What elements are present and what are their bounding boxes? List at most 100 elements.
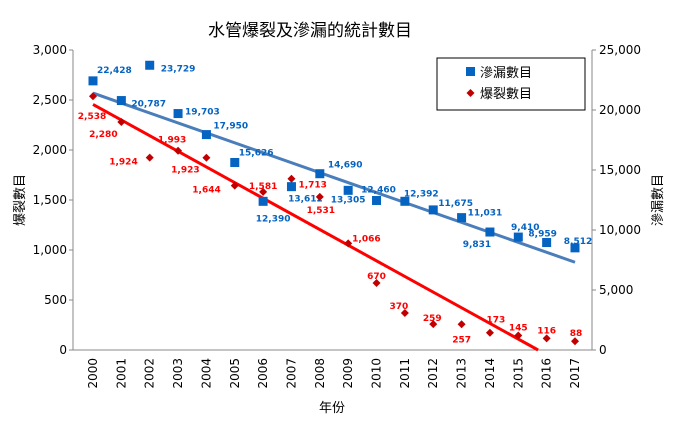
burst-point (372, 279, 381, 287)
leak-point (485, 227, 495, 237)
leak-data-label: 8,959 (528, 229, 556, 239)
y-right-tick-label: 20,000 (599, 103, 641, 117)
x-tick-label: 2007 (284, 358, 298, 389)
y-axis-right-label: 滲漏數目 (650, 174, 666, 226)
y-right-tick-label: 25,000 (599, 43, 641, 57)
leak-point (400, 196, 410, 206)
burst-data-label: 259 (423, 314, 442, 324)
leak-data-label: 11,675 (438, 199, 473, 209)
burst-data-label: 88 (570, 329, 583, 339)
burst-point (457, 320, 466, 329)
leak-data-label: 23,729 (161, 64, 196, 74)
burst-point (89, 92, 97, 101)
burst-data-label: 1,581 (249, 182, 277, 192)
leak-point (230, 157, 240, 167)
burst-point (174, 146, 183, 155)
x-tick-label: 2003 (171, 358, 185, 389)
x-tick-label: 2000 (86, 358, 100, 389)
leak-data-label: 19,703 (185, 108, 220, 118)
leak-point (343, 185, 353, 195)
leak-point (201, 130, 211, 140)
leak-data-label: 12,392 (404, 189, 439, 199)
burst-point (145, 153, 154, 162)
x-tick-label: 2008 (313, 358, 327, 389)
y-axis-left-label: 爆裂數目 (13, 174, 28, 226)
y-left-tick-label: 2,000 (33, 143, 67, 157)
y-left-tick-label: 1,000 (33, 243, 67, 257)
x-tick-label: 2013 (455, 358, 469, 389)
x-tick-label: 2005 (228, 358, 242, 389)
legend-label-burst: 爆裂數目 (480, 87, 532, 102)
burst-point (400, 309, 409, 317)
leak-point (513, 232, 523, 242)
leak-data-label: 11,031 (468, 209, 503, 219)
burst-data-label: 145 (509, 324, 528, 334)
y-right-tick-label: 15,000 (599, 163, 641, 177)
x-tick-label: 2001 (114, 358, 128, 389)
y-left-tick-label: 0 (59, 343, 67, 357)
leak-data-label: 9,410 (511, 223, 539, 233)
chart-title: 水管爆裂及滲漏的統計數目 (208, 21, 412, 41)
leak-point (258, 196, 268, 206)
leak-point (542, 237, 552, 247)
leak-point (315, 169, 325, 179)
leak-point (173, 109, 183, 119)
leak-data-label: 12,390 (256, 214, 291, 224)
leak-data-label: 12,460 (361, 185, 396, 195)
y-right-tick-label: 5,000 (599, 283, 633, 297)
x-tick-label: 2016 (540, 358, 554, 389)
x-tick-label: 2014 (483, 358, 497, 389)
leak-data-label: 20,787 (131, 100, 166, 110)
burst-point (315, 192, 324, 201)
leak-point (570, 243, 580, 253)
x-tick-label: 2015 (511, 358, 525, 389)
burst-data-label: 116 (537, 326, 556, 336)
trendline-burst (92, 103, 539, 352)
burst-data-label: 1,993 (158, 136, 186, 146)
leak-data-label: 13,612 (288, 195, 323, 205)
leak-point (116, 96, 126, 106)
leak-data-label: 17,950 (213, 122, 248, 132)
burst-data-label: 257 (452, 335, 471, 345)
burst-point (542, 334, 551, 343)
leak-data-label: 13,305 (331, 195, 366, 205)
burst-point (287, 174, 296, 183)
leak-data-label: 8,512 (564, 237, 592, 247)
burst-data-label: 1,644 (192, 186, 220, 196)
leak-data-label: 14,690 (328, 161, 363, 171)
leak-point (457, 213, 467, 223)
leak-point (286, 182, 296, 192)
leak-point (145, 60, 155, 70)
leak-data-label: 9,831 (463, 240, 491, 250)
burst-data-label: 173 (487, 316, 506, 326)
leak-point (372, 195, 382, 205)
leak-data-label: 22,428 (97, 66, 132, 76)
x-tick-label: 2017 (568, 358, 582, 389)
burst-point (230, 181, 239, 190)
legend-marker-leak (466, 67, 475, 76)
burst-point (344, 239, 353, 248)
legend: 滲漏數目 爆裂數目 (436, 57, 586, 111)
x-tick-label: 2004 (199, 358, 213, 389)
burst-data-label: 2,280 (89, 130, 117, 140)
burst-data-label: 1,713 (298, 181, 326, 191)
x-tick-label: 2006 (256, 358, 270, 389)
legend-box (436, 57, 586, 111)
y-right-tick-label: 0 (599, 343, 607, 357)
x-tick-label: 2012 (426, 358, 440, 389)
leak-point (428, 205, 438, 215)
burst-data-label: 670 (367, 272, 386, 282)
burst-point (259, 187, 268, 196)
burst-point (571, 337, 579, 346)
burst-point (117, 118, 126, 126)
y-left-tick-label: 1,500 (33, 193, 67, 207)
burst-data-label: 1,923 (171, 166, 199, 176)
x-tick-label: 2009 (341, 358, 355, 389)
y-left-tick-label: 500 (44, 293, 67, 307)
burst-point (485, 328, 494, 337)
burst-point (429, 320, 438, 329)
leak-data-label: 15,626 (239, 148, 274, 158)
y-left-tick-label: 2,500 (33, 93, 67, 107)
x-tick-label: 2010 (370, 358, 384, 389)
